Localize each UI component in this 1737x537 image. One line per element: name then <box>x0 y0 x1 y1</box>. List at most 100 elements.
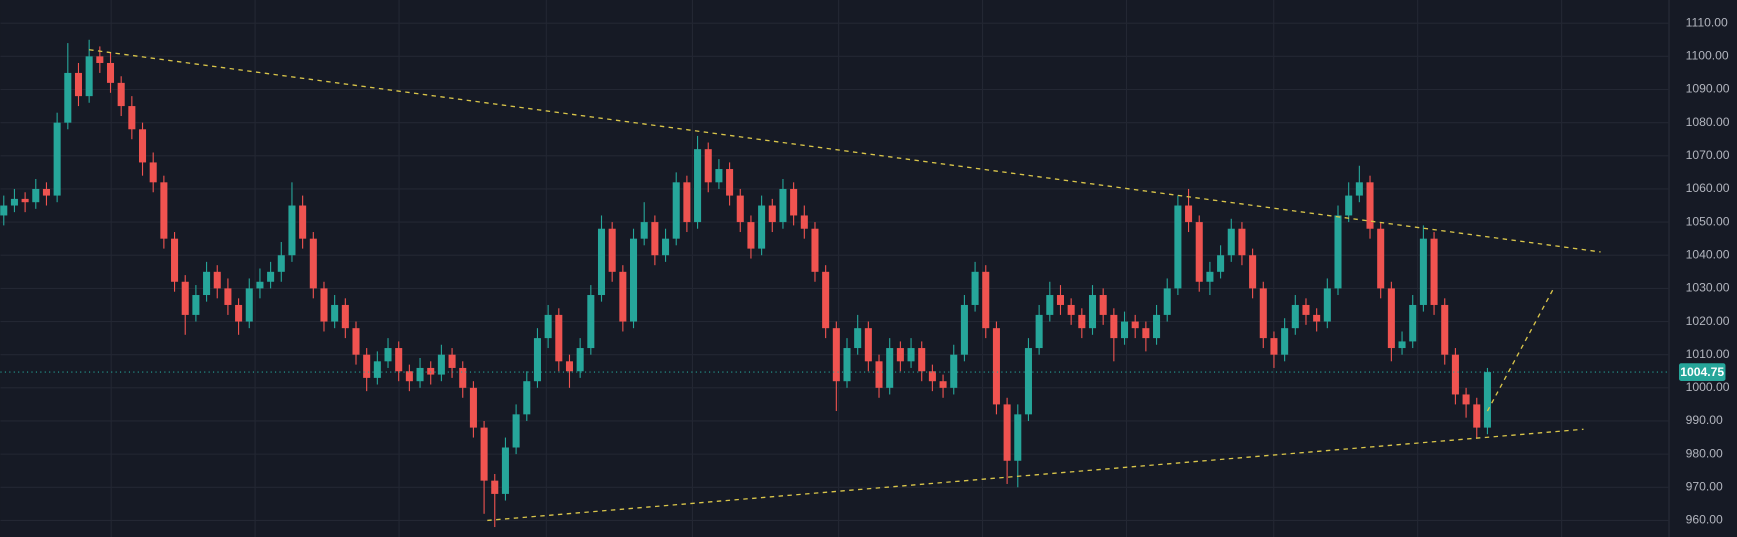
candle-body <box>459 367 467 388</box>
candle <box>1142 321 1150 352</box>
candle <box>1078 308 1086 339</box>
candle-body <box>533 338 541 382</box>
candle-body <box>192 295 200 315</box>
candle <box>1003 397 1011 484</box>
candle <box>960 295 968 362</box>
candle-body <box>694 149 702 223</box>
candle-body <box>1014 414 1022 461</box>
candle <box>42 182 50 206</box>
candle-body <box>587 295 595 349</box>
candle-body <box>1323 288 1331 322</box>
candle-body <box>1259 288 1267 339</box>
candle <box>982 265 990 339</box>
candle-body <box>1387 288 1395 349</box>
candle-body <box>630 238 638 322</box>
candle-body <box>1313 314 1321 322</box>
candle-body <box>939 381 947 388</box>
candle <box>896 341 904 372</box>
candle <box>1024 338 1032 421</box>
candle <box>0 195 8 226</box>
candle-body <box>1131 321 1139 329</box>
candle <box>1483 367 1491 435</box>
candle <box>160 175 168 249</box>
candle <box>843 338 851 388</box>
candle-body <box>224 288 232 305</box>
candle-body <box>213 271 221 289</box>
candle <box>213 265 221 299</box>
candle-body <box>864 328 872 362</box>
candle <box>21 192 29 213</box>
candle <box>790 182 798 226</box>
candle <box>651 215 659 266</box>
candle-body <box>960 304 968 355</box>
candle-body <box>53 122 61 196</box>
candle-body <box>1163 288 1171 315</box>
candle <box>203 261 211 302</box>
candle-body <box>1483 372 1491 428</box>
candle-body <box>1088 295 1097 329</box>
candle <box>715 159 723 189</box>
candle-body <box>918 348 926 372</box>
candle-body <box>1153 314 1161 339</box>
candle-body <box>1238 228 1246 256</box>
candle-body <box>1366 182 1374 229</box>
candle <box>1110 308 1118 362</box>
candle-body <box>1056 295 1065 305</box>
candle-body <box>1227 228 1235 256</box>
candle <box>1238 222 1246 266</box>
candle-body <box>1345 195 1353 216</box>
candle <box>1185 188 1193 233</box>
candle <box>971 261 979 312</box>
candle <box>74 62 83 107</box>
candle <box>235 298 243 335</box>
candle-body <box>608 228 616 272</box>
candle <box>171 232 179 292</box>
candle <box>1366 175 1374 239</box>
candle-body <box>832 328 840 382</box>
candle <box>587 285 595 355</box>
candle <box>992 321 1000 415</box>
candle-body <box>1003 404 1011 461</box>
candle <box>224 278 232 315</box>
candle-body <box>149 162 157 183</box>
candle-body <box>704 149 712 183</box>
candle <box>886 338 894 395</box>
candle-body <box>1281 328 1289 355</box>
trendline <box>89 49 1601 253</box>
candle <box>277 241 285 282</box>
candle-body <box>1355 182 1363 196</box>
candle <box>950 344 958 395</box>
candle <box>405 364 413 392</box>
candle <box>106 53 115 93</box>
y-tick-label: 1000.00 <box>1686 380 1730 394</box>
candle-body <box>726 169 734 196</box>
candle-body <box>1473 404 1481 428</box>
candle-body <box>405 371 413 382</box>
candle-body <box>555 314 563 362</box>
candle-body <box>1334 215 1342 289</box>
candle <box>1387 281 1395 362</box>
candle <box>1302 298 1310 325</box>
candle <box>480 420 488 514</box>
candle <box>1291 295 1299 335</box>
candle-body <box>736 195 744 223</box>
candle-body <box>235 304 243 322</box>
candle <box>32 179 40 209</box>
candle <box>1377 222 1385 299</box>
candle <box>299 195 307 249</box>
candle <box>245 278 253 329</box>
candle-body <box>1174 205 1182 289</box>
candle <box>1131 314 1139 339</box>
candle <box>597 215 606 302</box>
trendline <box>487 428 1584 522</box>
candle-body <box>1024 348 1032 415</box>
candle <box>256 268 264 299</box>
candle-body <box>1291 304 1299 329</box>
y-tick-label: 1040.00 <box>1686 247 1730 261</box>
candle-body <box>1110 314 1118 339</box>
candle <box>875 354 883 398</box>
candle-body <box>1099 295 1107 315</box>
trendline <box>1486 288 1555 412</box>
y-tick-label: 970.00 <box>1686 479 1723 493</box>
candle-body <box>1067 304 1075 315</box>
